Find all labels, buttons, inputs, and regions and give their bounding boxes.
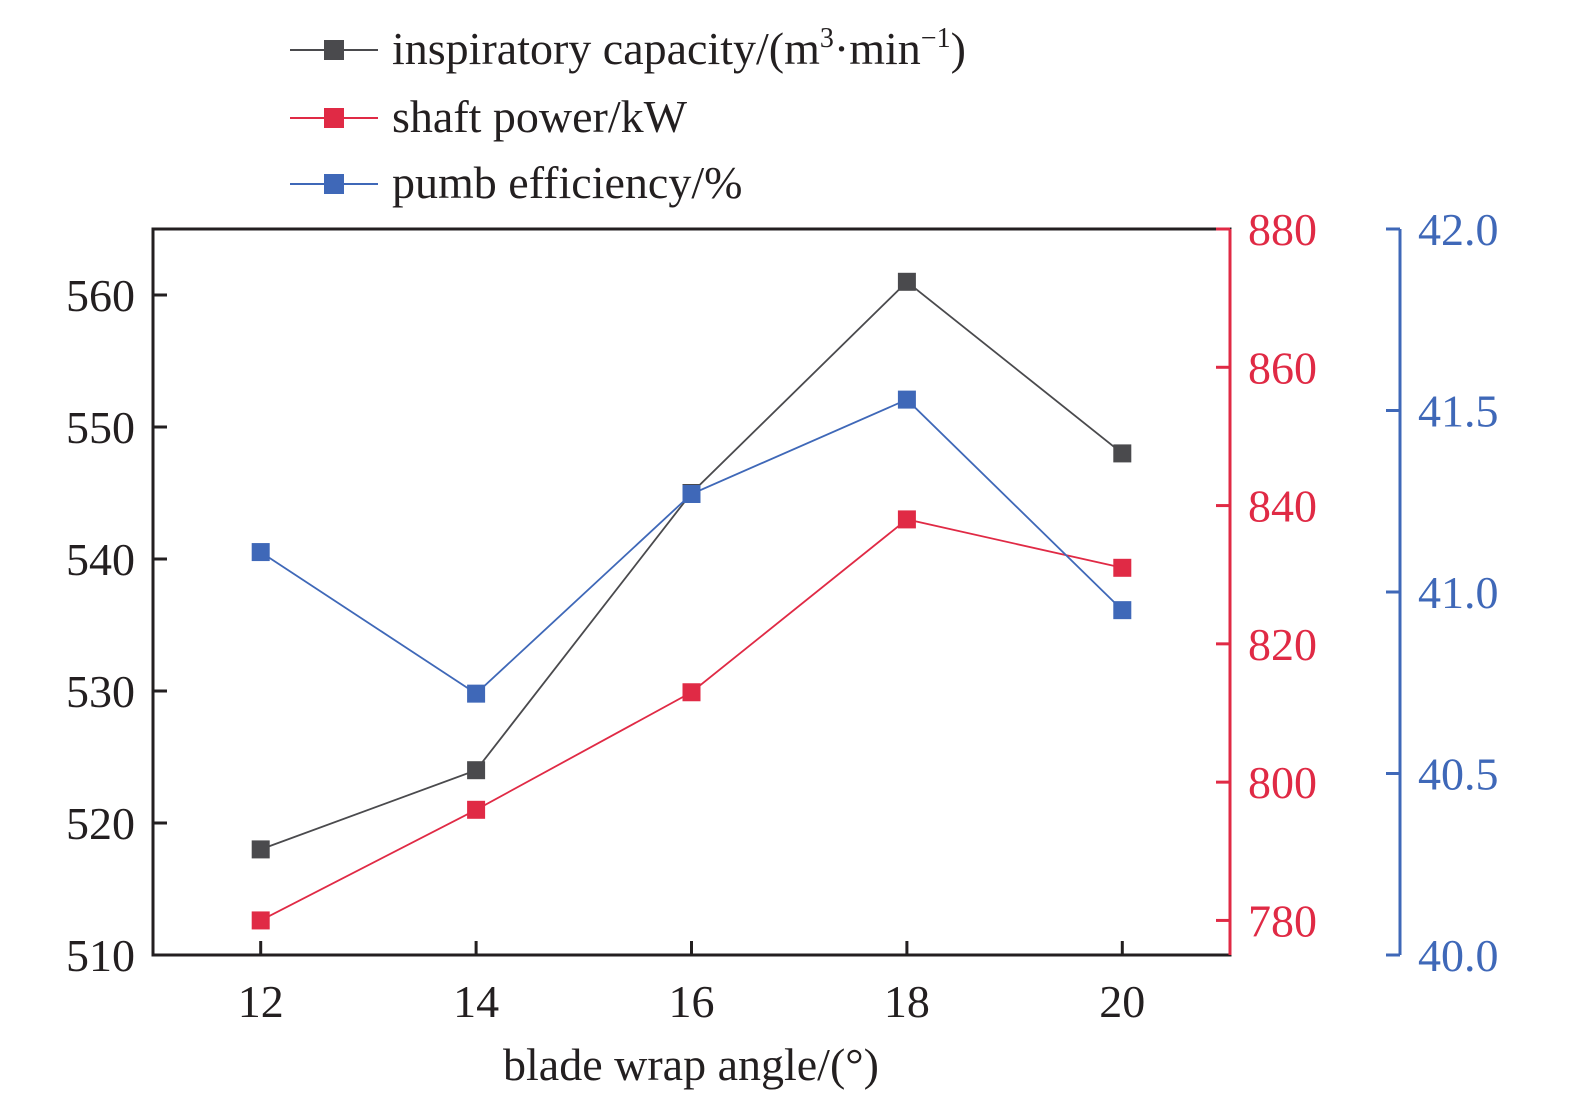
legend-item-inspiratory: inspiratory capacity/(m3·min−1) — [290, 23, 966, 74]
data-point-pump — [467, 684, 486, 703]
legend-item-pump: pumb efficiency/% — [290, 157, 742, 208]
left-tick-label: 560 — [66, 270, 135, 321]
data-point-shaft — [897, 510, 916, 529]
left-tick-label: 520 — [66, 798, 135, 849]
legend-item-shaft: shaft power/kW — [290, 91, 688, 142]
left-tick-label: 530 — [66, 666, 135, 717]
right-axis-shaft-ticks: 780 800 820 840 860 880 — [1216, 204, 1317, 946]
series-line-inspiratory — [260, 280, 1123, 851]
left-axis-ticks: 510 520 530 540 550 560 — [66, 270, 167, 981]
data-point-shaft — [1113, 558, 1132, 577]
x-tick-label: 12 — [238, 976, 284, 1027]
data-point-pump — [1113, 601, 1132, 620]
legend-marker-inspiratory — [324, 40, 344, 60]
legend-label-inspiratory: inspiratory capacity/(m3·min−1) — [392, 23, 966, 74]
data-point-pump — [897, 390, 916, 409]
plot-frame — [151, 227, 1232, 957]
right-pump-tick-label: 40.5 — [1418, 749, 1499, 800]
right-shaft-tick-label: 820 — [1248, 619, 1317, 670]
right-shaft-tick-label: 780 — [1248, 895, 1317, 946]
right-shaft-tick-label: 860 — [1248, 342, 1317, 393]
legend-marker-shaft — [324, 108, 344, 128]
legend: inspiratory capacity/(m3·min−1) shaft po… — [290, 23, 966, 208]
data-point-pump — [251, 543, 270, 562]
x-tick-label: 18 — [884, 976, 930, 1027]
left-tick-label: 540 — [66, 534, 135, 585]
data-point-shaft — [251, 911, 270, 930]
left-tick-label: 510 — [66, 930, 135, 981]
data-point-shaft — [467, 800, 486, 819]
right-pump-tick-label: 42.0 — [1418, 204, 1499, 255]
right-shaft-tick-label: 840 — [1248, 481, 1317, 532]
data-point-pump — [682, 484, 701, 503]
right-pump-tick-label: 40.0 — [1418, 930, 1499, 981]
legend-label-pump: pumb efficiency/% — [392, 157, 742, 208]
x-tick-label: 16 — [669, 976, 715, 1027]
data-point-inspiratory — [1113, 444, 1132, 463]
data-point-inspiratory — [467, 761, 486, 780]
right-shaft-tick-label: 800 — [1248, 757, 1317, 808]
legend-label-shaft: shaft power/kW — [392, 91, 688, 142]
data-point-shaft — [682, 683, 701, 702]
right-axis-pump-ticks: 40.0 40.5 41.0 41.5 42.0 — [1386, 204, 1499, 981]
data-point-inspiratory — [251, 840, 270, 859]
x-tick-label: 20 — [1099, 976, 1145, 1027]
x-tick-label: 14 — [453, 976, 499, 1027]
x-axis-ticks: 12 14 16 18 20 — [238, 941, 1145, 1027]
series-line-shaft — [260, 518, 1123, 922]
right-shaft-tick-label: 880 — [1248, 204, 1317, 255]
right-pump-tick-label: 41.0 — [1418, 567, 1499, 618]
right-pump-tick-label: 41.5 — [1418, 386, 1499, 437]
series-line-pump — [260, 398, 1123, 695]
left-tick-label: 550 — [66, 402, 135, 453]
series-layer — [251, 272, 1132, 930]
legend-marker-pump — [324, 174, 344, 194]
data-point-inspiratory — [897, 272, 916, 291]
x-axis-title: blade wrap angle/(°) — [503, 1039, 879, 1090]
